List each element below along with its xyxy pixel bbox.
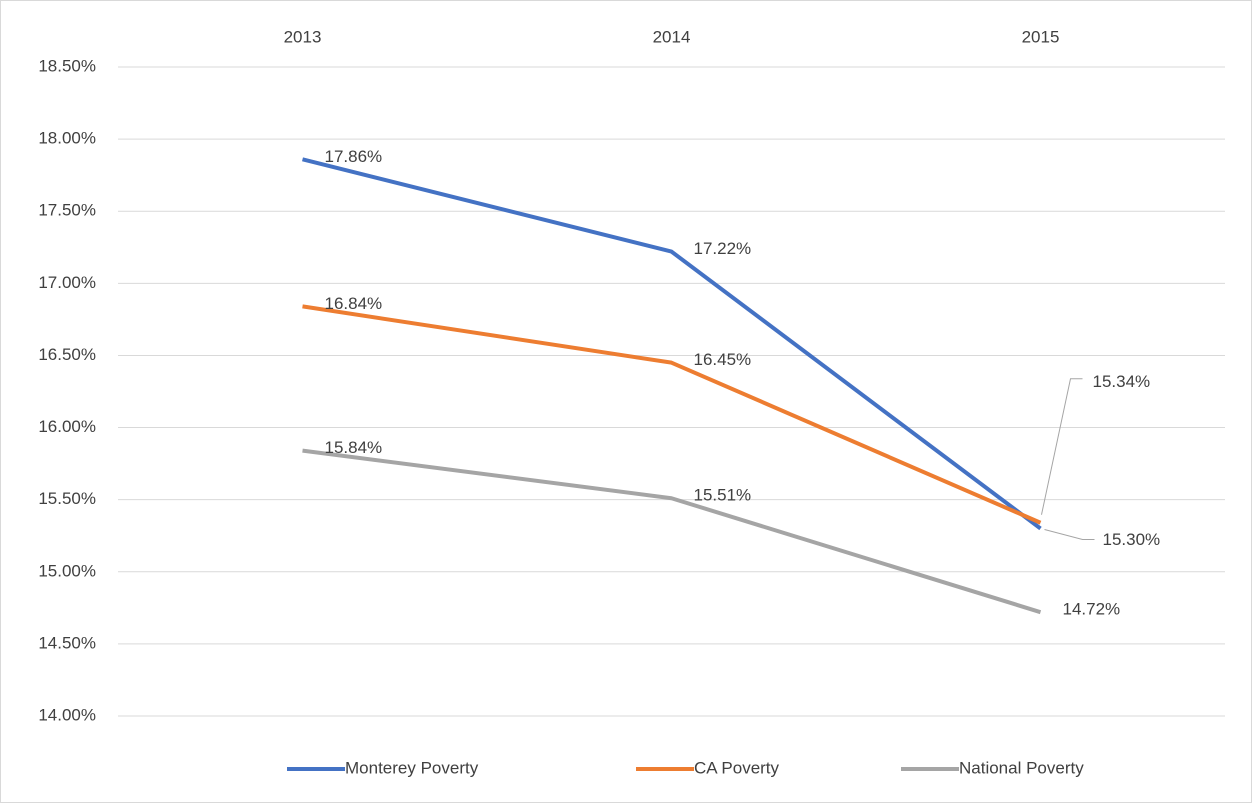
series-line — [302, 448, 1042, 615]
y-tick-label: 15.00% — [38, 561, 96, 580]
data-label: 15.30% — [1103, 530, 1161, 549]
data-label: 15.34% — [1093, 372, 1151, 391]
data-label: 16.84% — [325, 294, 383, 313]
x-tick-label: 2014 — [653, 27, 691, 46]
data-label: 14.72% — [1063, 600, 1121, 619]
legend-label: Monterey Poverty — [345, 758, 479, 777]
y-tick-label: 17.00% — [38, 273, 96, 292]
y-tick-label: 14.00% — [38, 705, 96, 724]
leader-line — [1044, 529, 1095, 541]
data-label: 17.86% — [325, 147, 383, 166]
x-tick-label: 2013 — [284, 27, 322, 46]
data-label: 17.22% — [694, 239, 752, 258]
legend-label: National Poverty — [959, 758, 1084, 777]
y-tick-label: 18.50% — [38, 56, 96, 75]
data-label: 16.45% — [694, 350, 752, 369]
y-tick-label: 17.50% — [38, 201, 96, 220]
y-tick-label: 18.00% — [38, 129, 96, 148]
data-label: 15.51% — [694, 486, 752, 505]
series-line — [302, 304, 1042, 525]
y-tick-label: 16.00% — [38, 417, 96, 436]
y-tick-label: 16.50% — [38, 345, 96, 364]
series-line — [302, 157, 1042, 531]
y-tick-label: 15.50% — [38, 489, 96, 508]
data-label: 15.84% — [325, 438, 383, 457]
legend-label: CA Poverty — [694, 758, 780, 777]
x-tick-label: 2015 — [1022, 27, 1060, 46]
leader-line — [1041, 378, 1083, 515]
y-tick-label: 14.50% — [38, 633, 96, 652]
